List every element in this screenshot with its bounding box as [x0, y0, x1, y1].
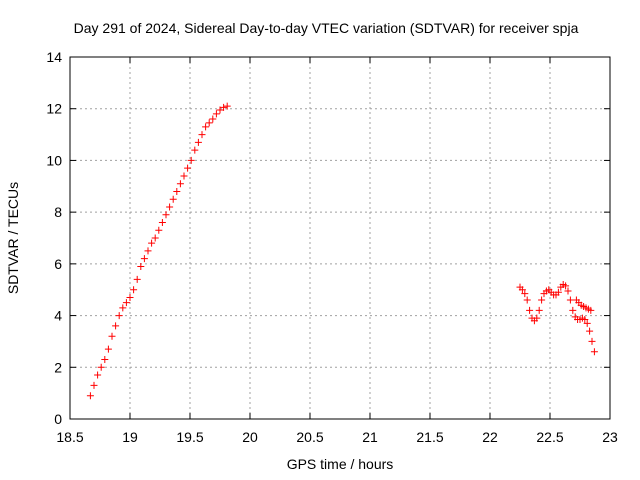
data-point	[586, 327, 594, 335]
data-point	[126, 293, 134, 301]
data-point	[173, 187, 181, 195]
data-point	[166, 203, 174, 211]
data-point	[176, 180, 184, 188]
data-point	[223, 102, 231, 110]
data-point	[518, 286, 526, 294]
data-point	[101, 356, 109, 364]
data-point	[566, 296, 574, 304]
data-point	[119, 304, 127, 312]
data-point	[148, 239, 156, 247]
data-point	[108, 332, 116, 340]
data-point	[112, 322, 120, 330]
y-tick-label: 4	[54, 308, 62, 324]
data-points	[86, 102, 598, 400]
plot-frame	[69, 56, 611, 420]
data-point	[90, 381, 98, 389]
data-point	[205, 119, 213, 127]
data-point	[521, 290, 529, 298]
series-segment-1	[86, 102, 231, 400]
data-point	[554, 288, 562, 296]
data-point	[122, 299, 130, 307]
y-tick-label: 14	[46, 49, 62, 65]
x-tick-labels: 18.5 19 19.5 20 20.5 21 21.5 22 22.5 23	[56, 429, 618, 445]
data-point	[533, 314, 541, 322]
x-tick-label: 18.5	[56, 429, 83, 445]
data-point	[133, 275, 141, 283]
data-point	[97, 363, 105, 371]
data-point	[180, 172, 188, 180]
data-point	[198, 131, 206, 139]
x-axis-label: GPS time / hours	[287, 456, 394, 472]
y-tick-label: 0	[54, 411, 62, 427]
data-point	[588, 337, 596, 345]
x-tick-label: 21.5	[416, 429, 443, 445]
data-point	[104, 345, 112, 353]
y-tick-label: 8	[54, 204, 62, 220]
data-point	[144, 247, 152, 255]
data-point	[115, 312, 123, 320]
data-point	[209, 115, 217, 123]
data-point	[187, 156, 195, 164]
data-point	[538, 296, 546, 304]
series-segment-2	[516, 281, 598, 356]
x-tick-label: 21	[362, 429, 378, 445]
data-point	[587, 306, 595, 314]
data-point	[158, 218, 166, 226]
data-point	[202, 123, 210, 131]
data-point	[94, 371, 102, 379]
y-tick-label: 12	[46, 101, 62, 117]
data-point	[564, 287, 572, 295]
grid	[70, 57, 610, 419]
data-point	[220, 103, 228, 111]
y-tick-label: 2	[54, 359, 62, 375]
y-tick-labels: 0 2 4 6 8 10 12 14	[46, 49, 62, 427]
data-point	[184, 164, 192, 172]
data-point	[590, 348, 598, 356]
data-point	[569, 306, 577, 314]
data-point	[140, 255, 148, 263]
data-point	[151, 234, 159, 242]
data-point	[535, 306, 543, 314]
data-point	[191, 146, 199, 154]
data-point	[523, 296, 531, 304]
data-point	[155, 226, 163, 234]
y-axis-label: SDTVAR / TECUs	[5, 182, 21, 294]
data-point	[562, 282, 570, 290]
data-point	[212, 110, 220, 118]
data-point	[216, 106, 224, 114]
data-point	[526, 306, 534, 314]
x-tick-label: 23	[602, 429, 618, 445]
data-point	[137, 262, 145, 270]
x-tick-label: 19	[122, 429, 138, 445]
chart-title: Day 291 of 2024, Sidereal Day-to-day VTE…	[74, 20, 579, 36]
x-tick-label: 22	[482, 429, 498, 445]
data-point	[169, 195, 177, 203]
axis-ticks	[69, 56, 611, 420]
x-tick-label: 19.5	[176, 429, 203, 445]
y-tick-label: 6	[54, 256, 62, 272]
x-tick-label: 22.5	[536, 429, 563, 445]
data-point	[581, 315, 589, 323]
data-point	[162, 211, 170, 219]
x-tick-label: 20	[242, 429, 258, 445]
x-tick-label: 20.5	[296, 429, 323, 445]
data-point	[194, 138, 202, 146]
data-point	[583, 319, 591, 327]
series-segment-3	[572, 296, 595, 314]
data-point	[86, 392, 94, 400]
data-point	[130, 286, 138, 294]
y-tick-label: 10	[46, 152, 62, 168]
